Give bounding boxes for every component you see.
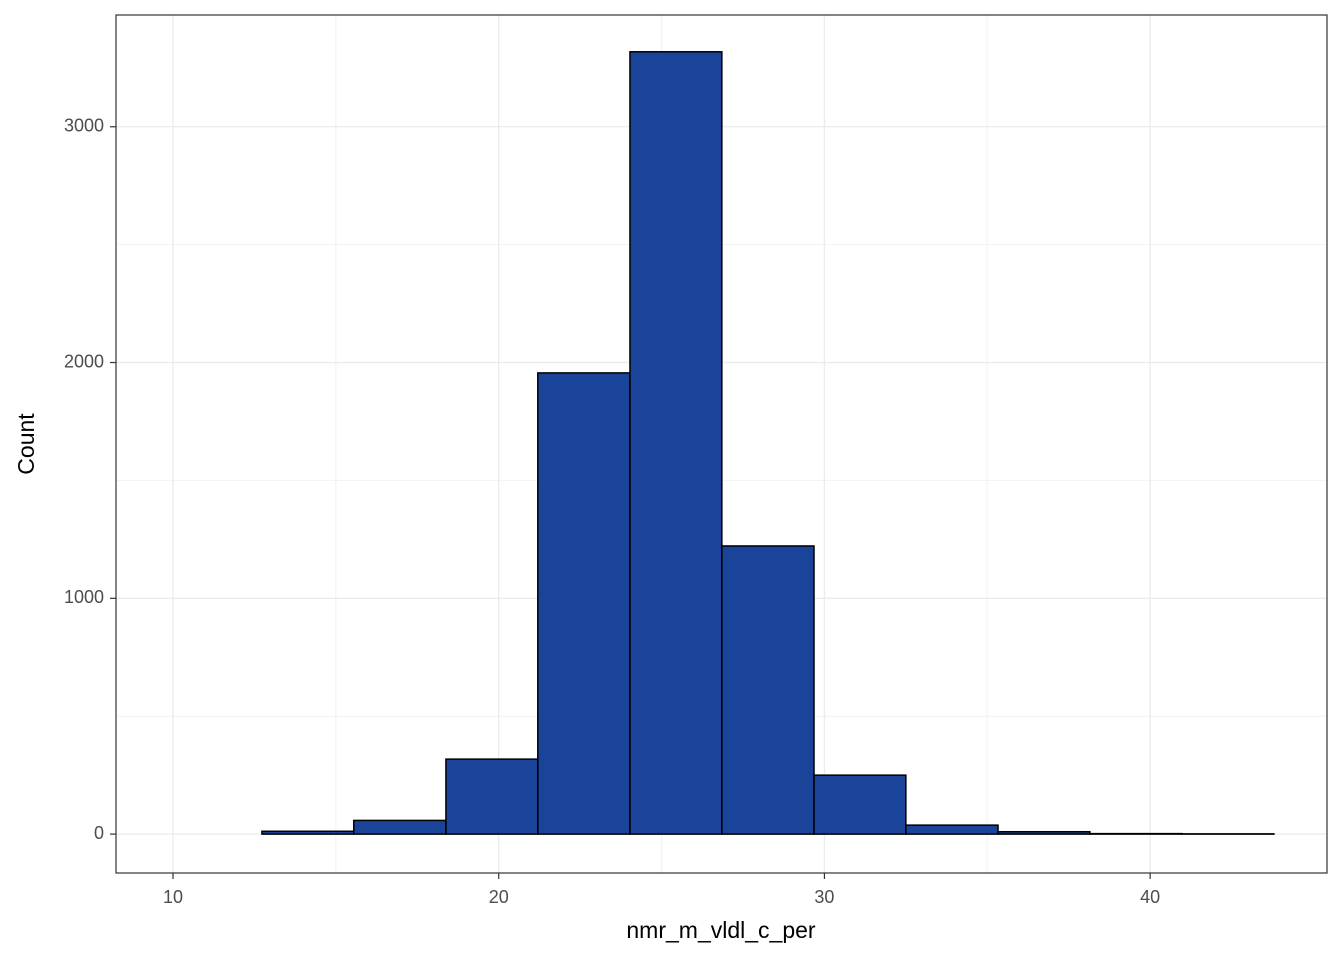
bar (813, 774, 907, 835)
bar (261, 830, 355, 835)
x-tick-label: 40 (1140, 887, 1160, 907)
y-tick-label: 0 (94, 823, 104, 843)
bar (445, 758, 539, 835)
bar (905, 824, 999, 835)
bar (721, 545, 815, 835)
bar (353, 819, 447, 835)
y-tick-label: 1000 (64, 587, 104, 607)
x-tick-label: 10 (163, 887, 183, 907)
x-tick-label: 20 (489, 887, 509, 907)
y-tick-label: 3000 (64, 116, 104, 136)
bar (997, 830, 1091, 835)
x-tick-label: 30 (814, 887, 834, 907)
y-tick-label: 2000 (64, 351, 104, 371)
y-axis-title: Count (13, 413, 39, 475)
panel-border (115, 14, 1328, 874)
x-axis-title: nmr_m_vldl_c_per (626, 917, 816, 943)
bar (629, 51, 723, 835)
bar (537, 372, 631, 835)
